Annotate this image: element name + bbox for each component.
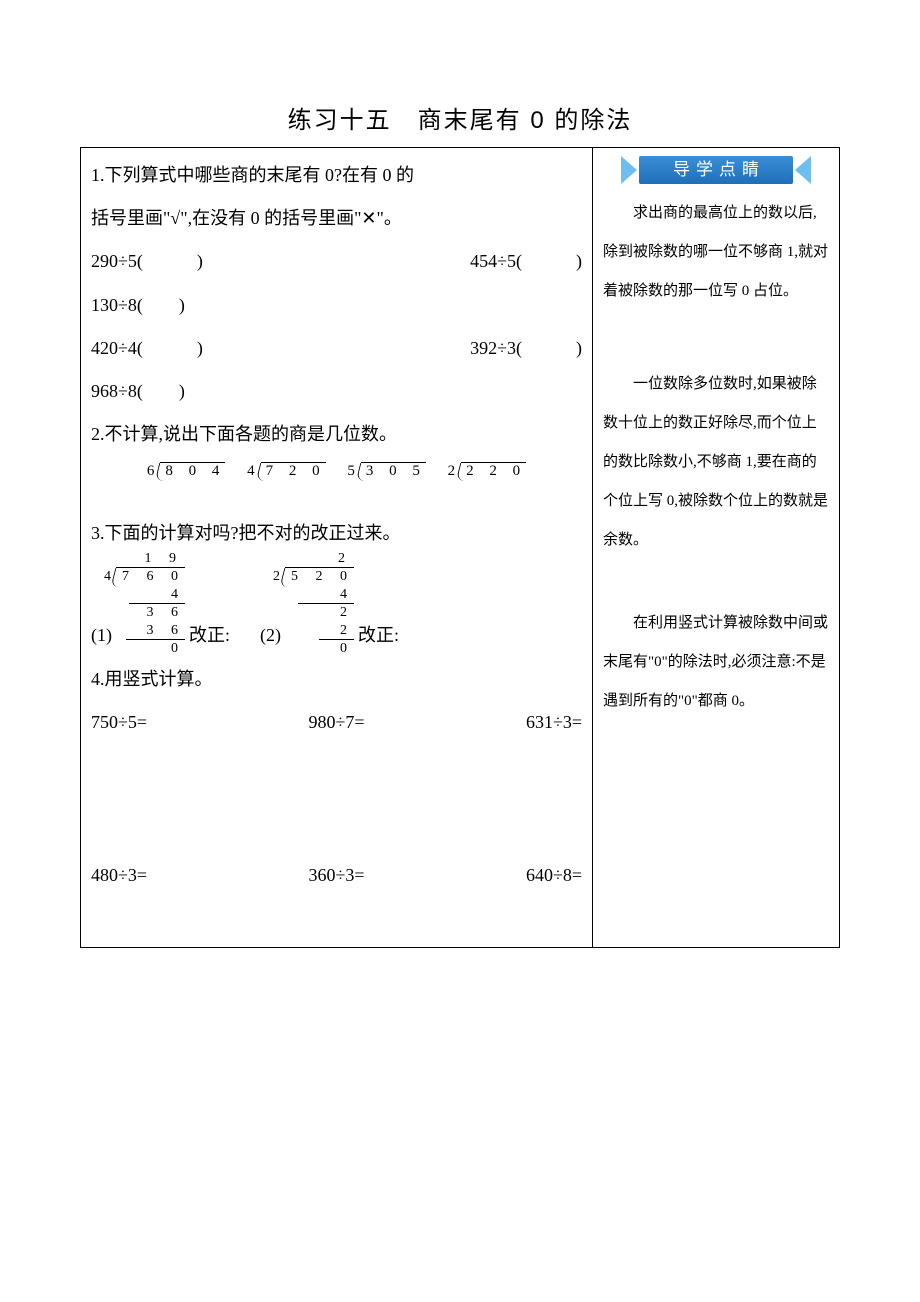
q3-cell2: (2) 2 2 5 2 0 4 2 2 0 改正: (260, 550, 399, 658)
dividend: 7 2 0 (261, 462, 326, 479)
tip2-text: 一位数除多位数时,如果被除数十位上的数正好除尽,而个位上的数比除数小,不够商 1… (603, 365, 829, 560)
tip1: 求出商的最高位上的数以后,除到被除数的哪一位不够商 1,就对着被除数的那一位写 … (603, 194, 829, 311)
q1-stem-line1: 1.下列算式中哪些商的末尾有 0?在有 0 的 (91, 154, 582, 197)
q1-item-f: 968÷8( ) (91, 370, 582, 413)
spacer (603, 570, 829, 604)
tip3-text: 在利用竖式计算被除数中间或末尾有"0"的除法时,必须注意:不是遇到所有的"0"都… (603, 604, 829, 721)
dividend: 2 2 0 (461, 462, 526, 479)
step: 4 (298, 586, 354, 605)
q2-stem: 2.不计算,说出下面各题的商是几位数。 (91, 413, 582, 456)
q2-problems: 68 0 4 47 2 0 53 0 5 22 2 0 (91, 462, 582, 480)
arrow-left-icon (621, 156, 637, 184)
q4-a: 750÷5= (91, 701, 147, 744)
step: 2 (319, 622, 354, 641)
q3-label1: (1) (91, 614, 112, 657)
q1-row3: 420÷4( ) 392÷3( ) (91, 327, 582, 370)
q3-row: (1) 1 9 4 7 6 0 4 3 6 3 6 0 改正: (91, 550, 582, 658)
spacer (603, 321, 829, 365)
arrow-right-icon (795, 156, 811, 184)
q2-ld1: 68 0 4 (147, 462, 226, 480)
dividend: 5 2 0 (291, 569, 354, 584)
q1-item-e: 392÷3( ) (470, 327, 582, 370)
q4-c: 631÷3= (526, 701, 582, 744)
q3-cell1: (1) 1 9 4 7 6 0 4 3 6 3 6 0 改正: (91, 550, 230, 658)
q3-work2: 2 2 5 2 0 4 2 2 0 (285, 550, 354, 658)
q4-row1: 750÷5= 980÷7= 631÷3= (91, 701, 582, 744)
step: 3 6 (126, 622, 186, 641)
page: 练习十五 商末尾有 0 的除法 1.下列算式中哪些商的末尾有 0?在有 0 的 … (0, 0, 920, 988)
q2-ld4: 22 2 0 (448, 462, 527, 480)
correction-label: 改正: (189, 614, 230, 657)
q4-d: 480÷3= (91, 854, 147, 897)
q1-row1: 290÷5( ) 454÷5( ) (91, 240, 582, 283)
q1-item-b: 454÷5( ) (470, 240, 582, 283)
questions-column: 1.下列算式中哪些商的末尾有 0?在有 0 的 括号里画"√",在没有 0 的括… (81, 148, 593, 947)
q4-row2: 480÷3= 360÷3= 640÷8= (91, 854, 582, 897)
step: 4 (129, 586, 185, 605)
q4-b: 980÷7= (308, 701, 364, 744)
page-title: 练习十五 商末尾有 0 的除法 (80, 100, 840, 135)
tip3: 在利用竖式计算被除数中间或末尾有"0"的除法时,必须注意:不是遇到所有的"0"都… (603, 604, 829, 721)
dividend: 3 0 5 (361, 462, 426, 479)
q4-stem: 4.用竖式计算。 (91, 658, 582, 701)
workspace (91, 744, 582, 854)
tip2: 一位数除多位数时,如果被除数十位上的数正好除尽,而个位上的数比除数小,不够商 1… (603, 365, 829, 560)
q3-work1: 1 9 4 7 6 0 4 3 6 3 6 0 (116, 550, 185, 658)
q1-item-d: 420÷4( ) (91, 327, 203, 370)
tips-column: 导学点睛 求出商的最高位上的数以后,除到被除数的哪一位不够商 1,就对着被除数的… (593, 148, 839, 947)
q1-stem-line2: 括号里画"√",在没有 0 的括号里画"✕"。 (91, 197, 582, 240)
q4-e: 360÷3= (308, 854, 364, 897)
q1-item-c: 130÷8( ) (91, 284, 582, 327)
division-line: 4 7 6 0 (116, 568, 185, 586)
q2-ld2: 47 2 0 (247, 462, 326, 480)
q3-label2: (2) (260, 614, 281, 657)
dividend: 7 6 0 (122, 569, 185, 584)
tip1-text: 求出商的最高位上的数以后,除到被除数的哪一位不够商 1,就对着被除数的那一位写 … (603, 194, 829, 311)
q4-f: 640÷8= (526, 854, 582, 897)
content-frame: 1.下列算式中哪些商的末尾有 0?在有 0 的 括号里画"√",在没有 0 的括… (80, 147, 840, 948)
dividend: 8 0 4 (160, 462, 225, 479)
quotient: 1 9 (116, 550, 185, 569)
q2-ld3: 53 0 5 (347, 462, 426, 480)
tip-banner-label: 导学点睛 (639, 156, 793, 184)
tip-banner: 导学点睛 (621, 156, 811, 184)
division-line: 2 5 2 0 (285, 568, 354, 586)
q1-item-a: 290÷5( ) (91, 240, 203, 283)
correction-label: 改正: (358, 614, 399, 657)
quotient: 2 (285, 550, 354, 569)
workspace (91, 897, 582, 937)
